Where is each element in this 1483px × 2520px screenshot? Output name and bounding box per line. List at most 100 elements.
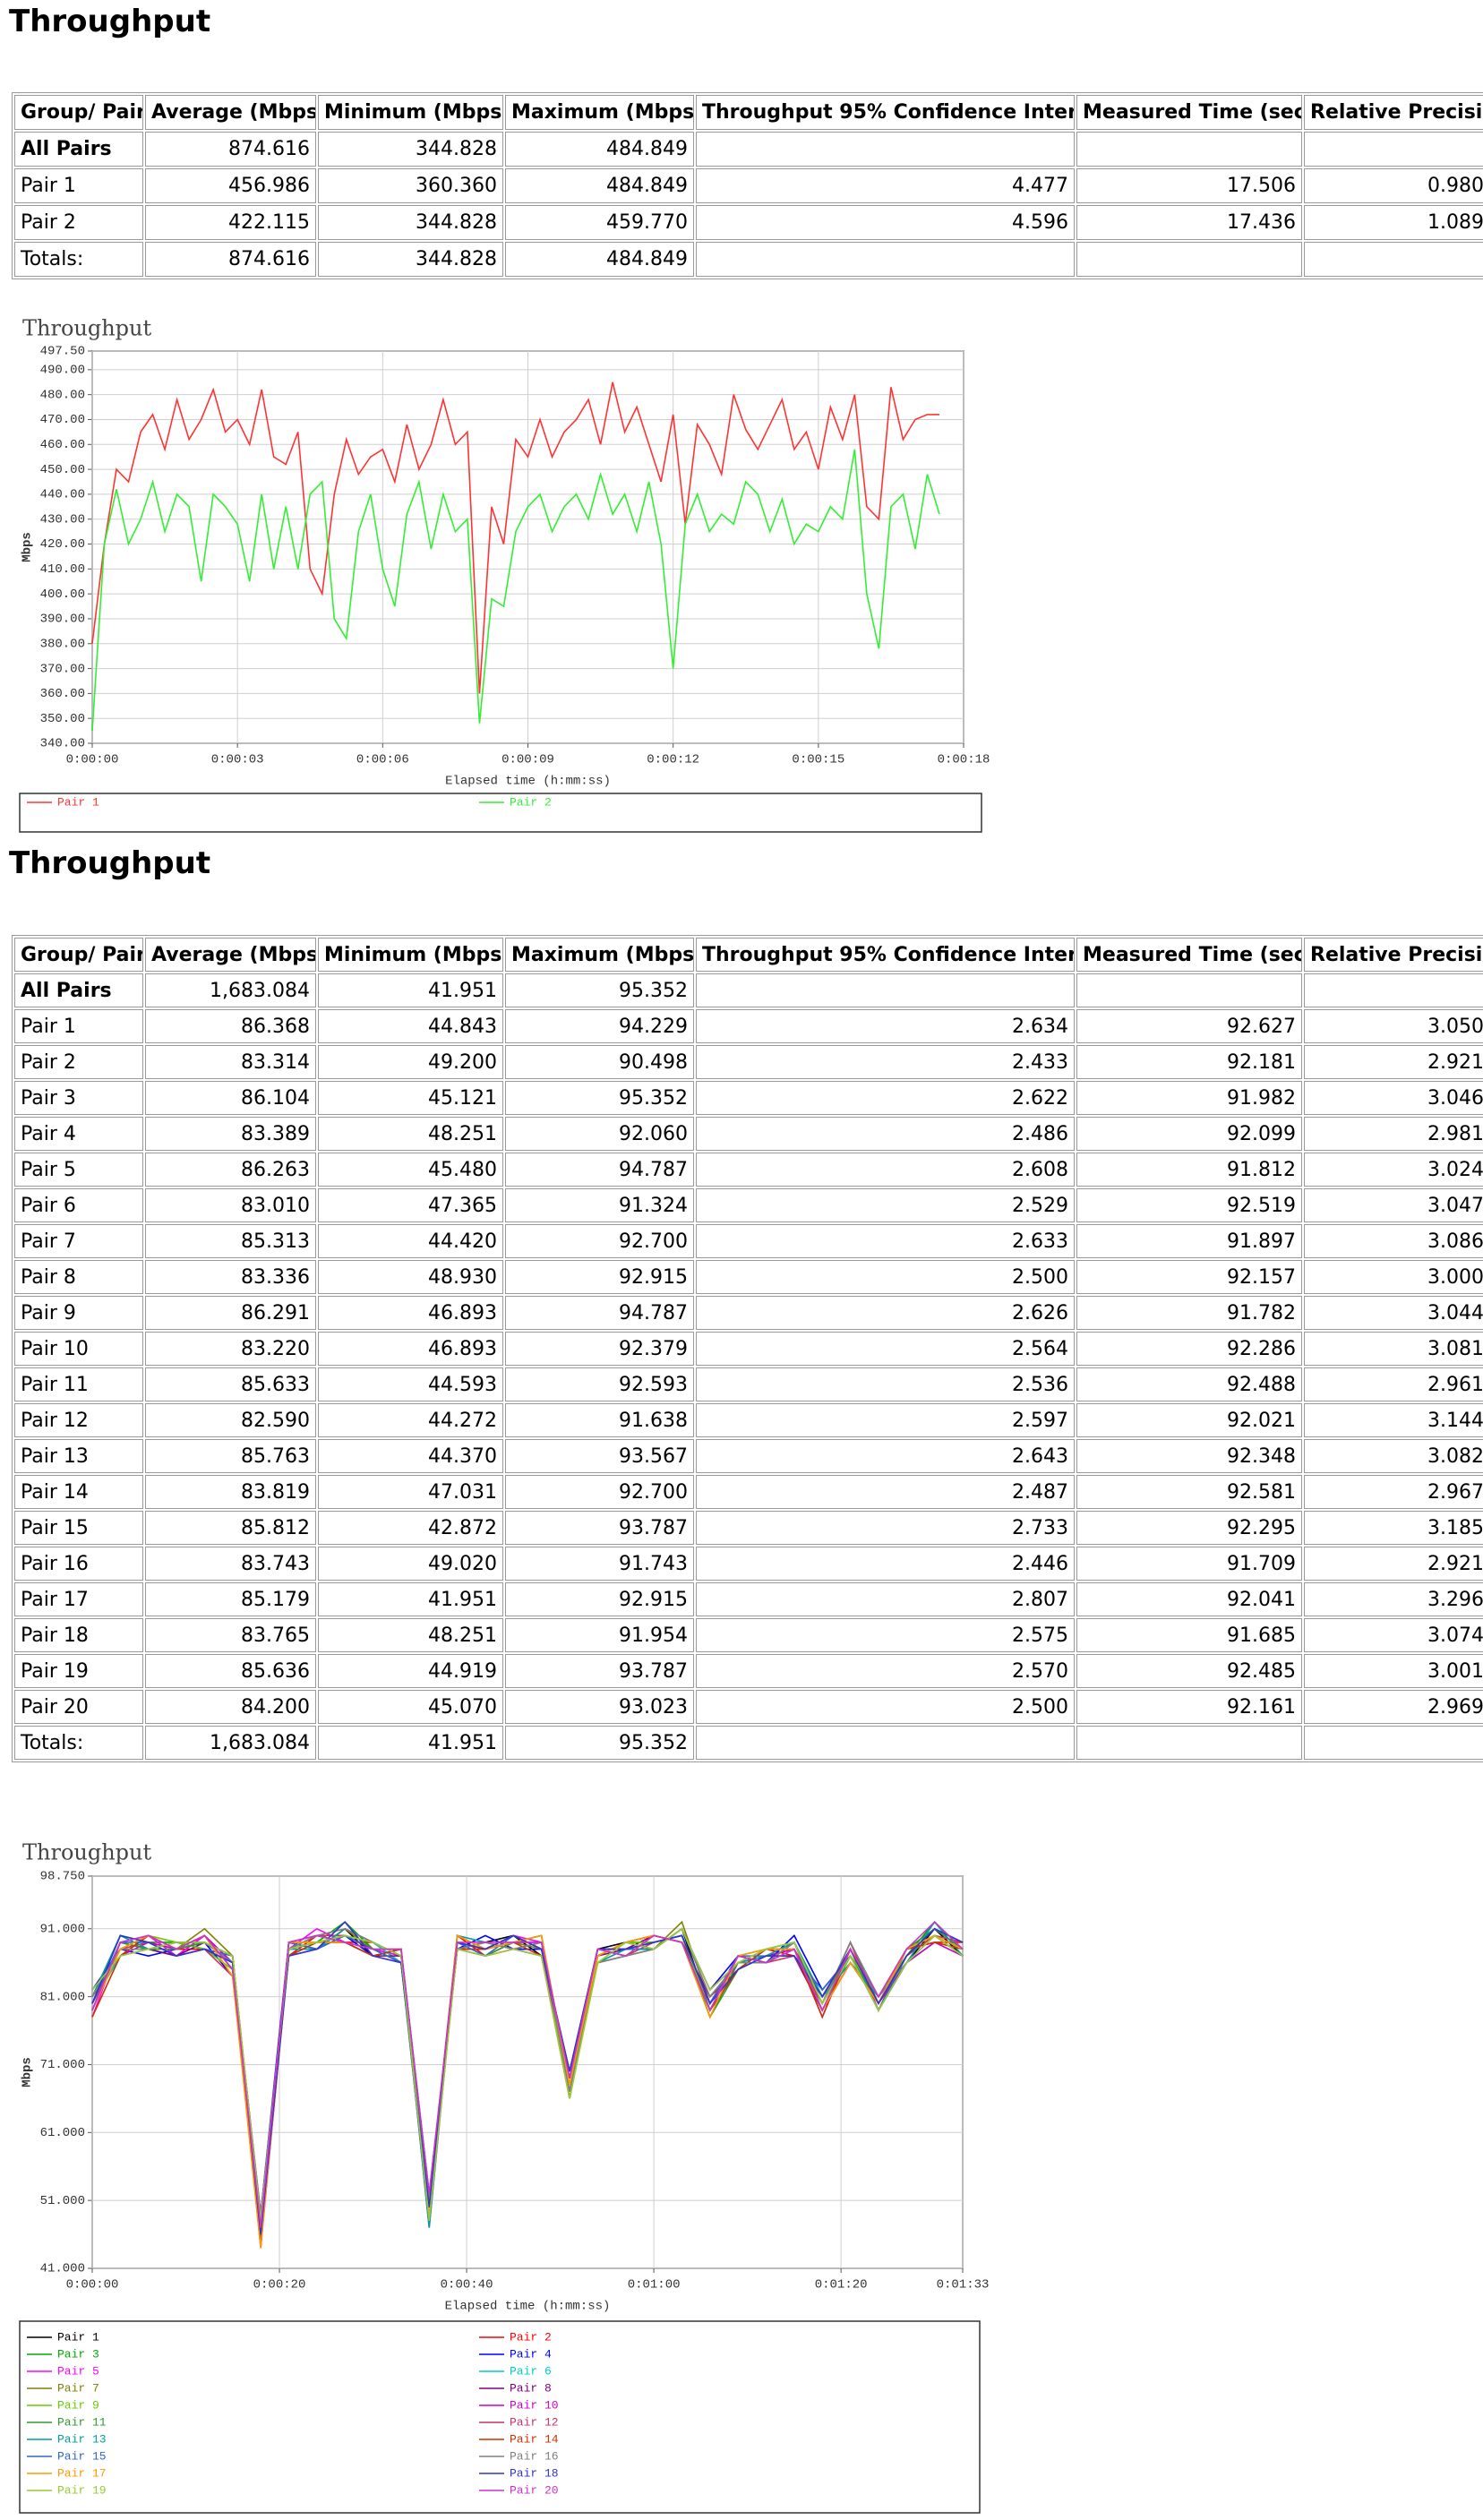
table-cell: 92.060 <box>505 1117 694 1151</box>
column-header: Minimum (Mbps) <box>318 95 503 130</box>
y-tick-label: 91.000 <box>40 1922 85 1936</box>
x-axis-title: Elapsed time (h:mm:ss) <box>445 775 611 789</box>
y-tick-label: 360.00 <box>40 687 85 701</box>
table-cell: Pair 10 <box>14 1332 143 1366</box>
legend-label: Pair 11 <box>57 2415 107 2429</box>
table-cell <box>1076 1726 1302 1760</box>
y-tick-label: 450.00 <box>40 463 85 477</box>
table-cell: 3.024 <box>1304 1153 1483 1187</box>
x-tick-label: 0:00:06 <box>356 753 409 767</box>
table-cell: 47.365 <box>318 1188 503 1222</box>
table-cell: 360.360 <box>318 168 503 203</box>
table-cell: 3.050 <box>1304 1009 1483 1043</box>
table-cell: 92.915 <box>505 1260 694 1294</box>
legend-box <box>19 793 982 833</box>
table-row: Pair 16 83.743 49.020 91.743 2.446 91.709 2.92… <box>14 1547 1483 1581</box>
table-cell: 459.770 <box>505 205 694 240</box>
table-cell: 484.849 <box>505 242 694 277</box>
legend-label: Pair 20 <box>510 2483 559 2497</box>
table-cell: 92.593 <box>505 1367 694 1401</box>
results-table: Group/ Pair Average (Mbps) Minimum (Mbps) M… <box>12 92 1483 279</box>
table-cell: 3.296 <box>1304 1582 1483 1616</box>
table-cell: 3.044 <box>1304 1296 1483 1330</box>
table-cell: Pair 14 <box>14 1475 143 1509</box>
table-cell: Pair 12 <box>14 1403 143 1437</box>
table-row: Pair 18 83.765 48.251 91.954 2.575 91.685 3.07… <box>14 1618 1483 1652</box>
table-cell: 46.893 <box>318 1332 503 1366</box>
y-tick-label: 470.00 <box>40 413 85 427</box>
table-cell: 91.954 <box>505 1618 694 1652</box>
table-row: Pair 19 85.636 44.919 93.787 2.570 92.485 3.00… <box>14 1654 1483 1688</box>
table-cell: 94.787 <box>505 1296 694 1330</box>
table-cell: 91.782 <box>1076 1296 1302 1330</box>
header-row: Group/ Pair Average (Mbps) Minimum (Mbps) M… <box>14 95 1483 130</box>
legend-label: Pair 18 <box>510 2466 559 2480</box>
table-cell: 2.634 <box>696 1009 1075 1043</box>
table-cell: 92.700 <box>505 1475 694 1509</box>
series-line <box>91 449 940 732</box>
table-cell: 92.181 <box>1076 1045 1302 1079</box>
series-line <box>91 1927 964 2221</box>
table-cell: Pair 17 <box>14 1582 143 1616</box>
table-cell: 92.041 <box>1076 1582 1302 1616</box>
column-header: Maximum (Mbps) <box>505 938 694 972</box>
table-cell: Pair 2 <box>14 1045 143 1079</box>
table-cell: 85.636 <box>145 1654 316 1688</box>
table-cell: 85.812 <box>145 1511 316 1545</box>
table-cell <box>696 132 1075 167</box>
table-cell: 93.787 <box>505 1654 694 1688</box>
legend-label: Pair 4 <box>510 2347 552 2361</box>
table-cell: 2.921 <box>1304 1045 1483 1079</box>
table-cell: 4.596 <box>696 205 1075 240</box>
legend-label: Pair 6 <box>510 2364 552 2378</box>
table-cell: 2.570 <box>696 1654 1075 1688</box>
table-cell: 0.980 <box>1304 168 1483 203</box>
table-cell: 2.536 <box>696 1367 1075 1401</box>
table-cell <box>696 242 1075 277</box>
table-cell: 874.616 <box>145 242 316 277</box>
table-row: Pair 17 85.179 41.951 92.915 2.807 92.041 3.29… <box>14 1582 1483 1616</box>
table-row: Pair 3 86.104 45.121 95.352 2.622 91.982 3.046 <box>14 1081 1483 1115</box>
y-tick-label: 410.00 <box>40 562 85 577</box>
legend-label: Pair 3 <box>57 2347 99 2361</box>
x-axis-title: Elapsed time (h:mm:ss) <box>445 2300 611 2314</box>
table-cell: 422.115 <box>145 205 316 240</box>
table-cell: 44.420 <box>318 1224 503 1258</box>
table-cell: 95.352 <box>505 973 694 1007</box>
y-tick-label: 440.00 <box>40 488 85 502</box>
table-cell: 1.089 <box>1304 205 1483 240</box>
table-cell: 17.436 <box>1076 205 1302 240</box>
x-tick-label: 0:00:03 <box>211 753 264 767</box>
table-cell: 93.023 <box>505 1690 694 1724</box>
x-tick-label: 0:00:00 <box>66 753 119 767</box>
table-cell: 92.519 <box>1076 1188 1302 1222</box>
table-cell: Pair 7 <box>14 1224 143 1258</box>
legend-label: Pair 14 <box>510 2432 559 2446</box>
table-cell: 2.433 <box>696 1045 1075 1079</box>
y-tick-label: 41.000 <box>40 2262 85 2276</box>
table-row: Pair 20 84.200 45.070 93.023 2.500 92.161 2.96… <box>14 1690 1483 1724</box>
table-cell <box>1076 132 1302 167</box>
table-cell: 95.352 <box>505 1081 694 1115</box>
table-cell: 3.082 <box>1304 1439 1483 1473</box>
table-cell: 456.986 <box>145 168 316 203</box>
table-cell: 83.743 <box>145 1547 316 1581</box>
column-header: Relative Precision <box>1304 938 1483 972</box>
table-cell: 85.179 <box>145 1582 316 1616</box>
table-cell: Pair 2 <box>14 205 143 240</box>
header-row: Group/ Pair Average (Mbps) Minimum (Mbps) M… <box>14 938 1483 972</box>
series-line <box>91 1921 964 2228</box>
legend-label: Pair 13 <box>57 2432 107 2446</box>
table-cell: 45.070 <box>318 1690 503 1724</box>
table-cell: 92.021 <box>1076 1403 1302 1437</box>
table-row: All Pairs 1,683.084 41.951 95.352 <box>14 973 1483 1007</box>
legend-label: Pair 9 <box>57 2398 99 2412</box>
table-cell: 874.616 <box>145 132 316 167</box>
table-cell: 3.081 <box>1304 1332 1483 1366</box>
y-tick-label: 390.00 <box>40 613 85 627</box>
table-cell: 91.812 <box>1076 1153 1302 1187</box>
table-cell: 41.951 <box>318 1726 503 1760</box>
table-cell: 2.967 <box>1304 1475 1483 1509</box>
table-row: Totals: 1,683.084 41.951 95.352 <box>14 1726 1483 1760</box>
